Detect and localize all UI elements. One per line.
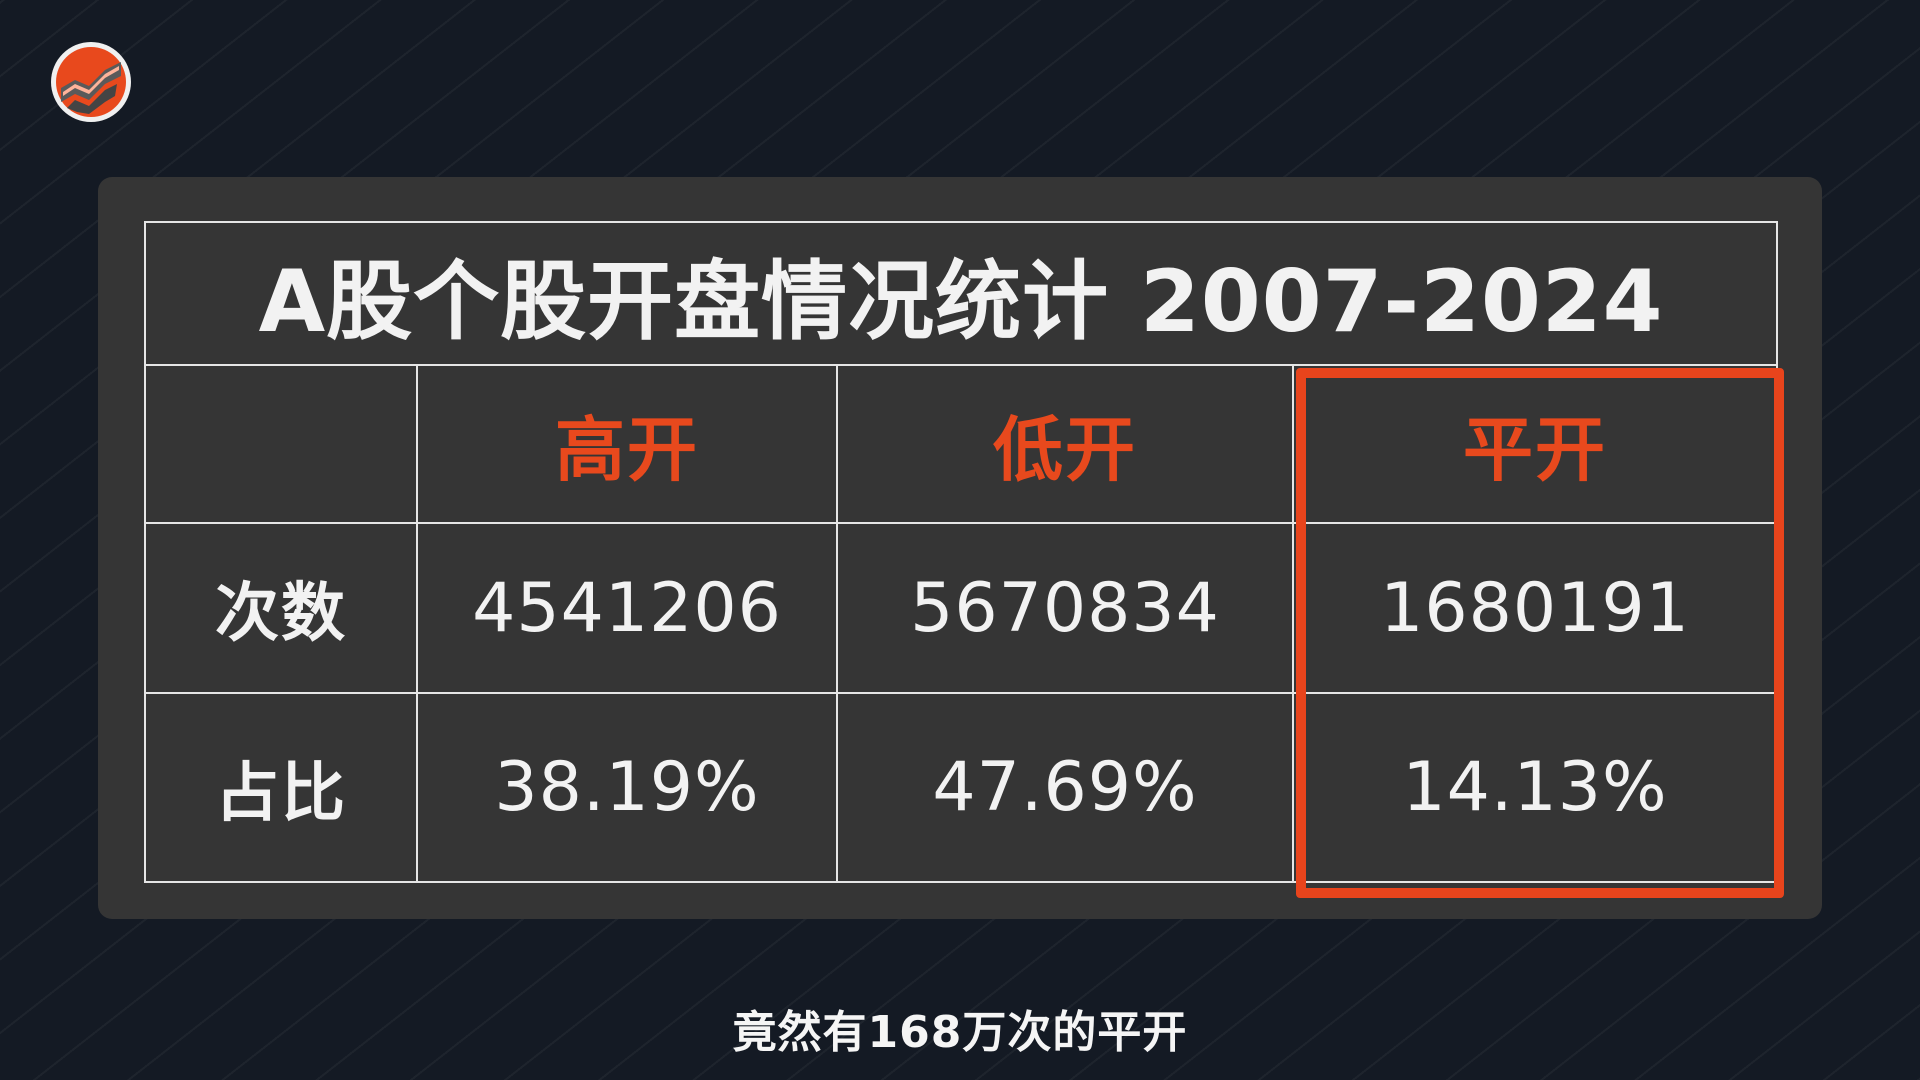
column-header-low-open: 低开 [836, 364, 1294, 524]
cell-count-flat-open: 1680191 [1291, 522, 1779, 694]
cell-ratio-high-open: 38.19% [416, 692, 838, 883]
corner-cell [144, 364, 418, 524]
logo-icon [51, 42, 131, 122]
table-row-ratio: 占比 38.19% 47.69% 14.13% [144, 692, 1779, 883]
subtitle-caption: 竟然有168万次的平开 [732, 1007, 1188, 1058]
table-title: A股个股开盘情况统计 2007-2024 [143, 221, 1779, 366]
cell-count-high-open: 4541206 [416, 522, 838, 694]
stats-table: A股个股开盘情况统计 2007-2024 高开 低开 平开 次数 4541206… [143, 221, 1779, 883]
row-label-count: 次数 [144, 522, 418, 694]
column-header-flat-open: 平开 [1291, 364, 1779, 524]
cell-ratio-flat-open: 14.13% [1291, 692, 1779, 883]
cell-count-low-open: 5670834 [836, 522, 1294, 694]
column-header-high-open: 高开 [416, 364, 838, 524]
table-row-count: 次数 4541206 5670834 1680191 [144, 522, 1779, 694]
row-label-ratio: 占比 [144, 692, 418, 883]
cell-ratio-low-open: 47.69% [836, 692, 1294, 883]
